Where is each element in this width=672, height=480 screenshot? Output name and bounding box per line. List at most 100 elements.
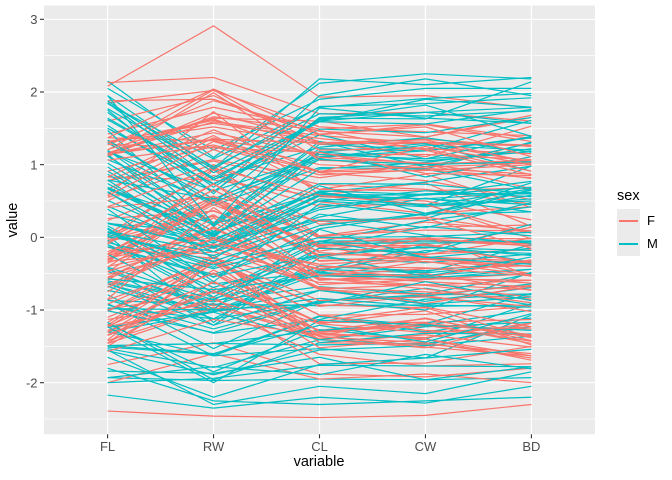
- data-line-f: [107, 243, 532, 279]
- data-line-m: [107, 321, 532, 381]
- data-line-m: [107, 191, 532, 260]
- data-line-f: [107, 183, 532, 245]
- data-line-f: [107, 226, 532, 304]
- data-line-f: [107, 144, 532, 173]
- data-line-m: [107, 285, 532, 326]
- data-line-f: [107, 262, 532, 359]
- legend-key-line-m: [618, 243, 638, 246]
- data-line-f: [107, 246, 532, 305]
- data-line-m: [107, 302, 532, 357]
- data-line-f: [107, 168, 532, 235]
- data-line-f: [107, 196, 532, 249]
- data-line-m: [107, 135, 532, 201]
- legend-key-line-f: [618, 219, 638, 222]
- legend-label-f: F: [647, 213, 655, 228]
- data-line-f: [107, 203, 532, 264]
- data-line-f: [107, 225, 532, 293]
- data-line-m: [107, 240, 532, 270]
- x-axis-title: variable: [293, 453, 345, 470]
- data-line-f: [107, 206, 532, 300]
- data-line-m: [107, 273, 532, 302]
- data-line-f: [107, 273, 532, 336]
- data-line-m: [107, 102, 532, 181]
- data-line-f: [107, 199, 532, 277]
- legend-label-m: M: [647, 236, 658, 252]
- x-tick-label: CL: [311, 439, 328, 454]
- data-line-f: [107, 126, 532, 146]
- data-lines: [107, 25, 532, 419]
- data-line-f: [107, 143, 532, 177]
- data-line-f: [107, 89, 532, 137]
- data-line-m: [107, 367, 532, 406]
- x-axis-tick-labels: FL RW CL CW BD: [100, 439, 540, 454]
- data-line-m: [107, 116, 532, 185]
- legend-title: sex: [617, 188, 640, 204]
- data-line-m: [107, 179, 532, 249]
- data-line-f: [107, 182, 532, 258]
- y-tick-label: 1: [30, 157, 37, 172]
- y-tick-label: 2: [30, 85, 37, 100]
- data-line-f: [107, 25, 532, 109]
- x-tick-label: FL: [100, 439, 115, 454]
- data-line-f: [107, 317, 532, 353]
- legend-key-f: [616, 209, 640, 233]
- data-line-m: [107, 385, 532, 409]
- data-line-m: [107, 211, 532, 278]
- y-tick-label: -2: [26, 375, 38, 390]
- axis-tick-marks: [40, 18, 532, 439]
- x-tick-label: CW: [415, 439, 437, 454]
- data-line-m: [107, 182, 532, 283]
- data-line-f: [107, 89, 532, 172]
- data-line-f: [107, 197, 532, 262]
- data-line-m: [107, 297, 532, 329]
- data-line-f: [107, 403, 532, 419]
- data-line-m: [107, 92, 532, 160]
- data-line-m: [107, 228, 532, 311]
- data-line-f: [107, 262, 532, 338]
- y-axis-tick-labels: 3 2 1 0 -1 -2: [26, 12, 38, 390]
- data-line-f: [107, 307, 532, 367]
- data-line-f: [107, 138, 532, 164]
- data-line-m: [107, 180, 532, 242]
- data-line-f: [107, 257, 532, 307]
- data-line-f: [107, 259, 532, 323]
- data-line-m: [107, 193, 532, 253]
- legend-key-m: [616, 232, 640, 256]
- data-line-m: [107, 158, 532, 204]
- y-axis-title: value: [4, 202, 21, 238]
- data-line-f: [107, 236, 532, 277]
- data-line-m: [107, 348, 532, 398]
- data-line-f: [107, 88, 532, 158]
- data-line-m: [107, 142, 532, 200]
- data-line-m: [107, 231, 532, 266]
- data-line-m: [107, 281, 532, 311]
- data-line-f: [107, 291, 532, 336]
- data-line-f: [107, 281, 532, 328]
- data-line-m: [107, 95, 532, 226]
- data-line-m: [107, 349, 532, 406]
- data-line-f: [107, 280, 532, 361]
- y-tick-label: 3: [30, 12, 37, 27]
- data-line-f: [107, 342, 532, 378]
- data-line-m: [107, 356, 532, 381]
- data-line-m: [107, 108, 532, 179]
- data-line-m: [107, 190, 532, 248]
- data-line-f: [107, 353, 532, 384]
- data-line-m: [107, 193, 532, 249]
- data-line-f: [107, 302, 532, 349]
- data-line-m: [107, 364, 532, 384]
- data-line-m: [107, 150, 532, 207]
- data-line-f: [107, 164, 532, 214]
- data-line-m: [107, 353, 532, 379]
- y-tick-label: 0: [30, 230, 37, 245]
- data-line-m: [107, 97, 532, 170]
- data-line-f: [107, 140, 532, 197]
- data-line-m: [107, 189, 532, 262]
- data-line-m: [107, 314, 532, 359]
- data-line-m: [107, 335, 532, 376]
- y-tick-label: -1: [26, 303, 38, 318]
- data-line-m: [107, 206, 532, 276]
- data-line-m: [107, 313, 532, 355]
